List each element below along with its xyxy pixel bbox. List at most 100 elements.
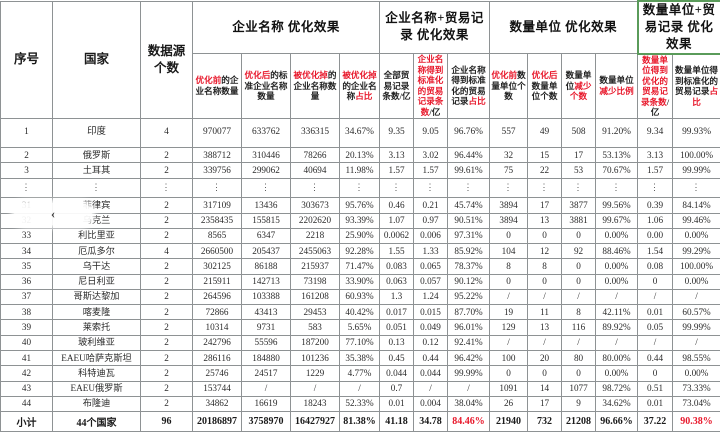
table-cell[interactable]: 1.24 (413, 288, 449, 306)
table-cell[interactable]: 90.12% (447, 273, 491, 290)
table-cell[interactable]: 53.13% (595, 147, 639, 164)
table-cell[interactable]: 2 (140, 395, 193, 413)
table-cell[interactable]: / (595, 334, 639, 352)
table-row[interactable]: 36 尼日利亚 2 215911 142713 73198 33.90% 0.063 0.057… (0, 273, 720, 290)
table-cell[interactable]: 0.00% (672, 365, 720, 382)
table-cell[interactable]: 喀麦隆 (52, 304, 141, 321)
table-cell[interactable]: 0.01 (637, 304, 674, 321)
table-cell[interactable]: 60.57% (672, 304, 720, 321)
table-cell[interactable]: ⋮ (637, 177, 674, 199)
table-cell[interactable]: 33.90% (338, 273, 381, 290)
table-cell[interactable]: 2 (140, 258, 193, 275)
table-cell[interactable]: ⋮ (672, 177, 720, 199)
table-cell[interactable]: / (637, 288, 674, 306)
table-cell[interactable]: 96.76% (447, 117, 491, 149)
table-cell[interactable]: 34 (0, 243, 53, 260)
table-cell[interactable]: 88.46% (595, 243, 639, 260)
table-cell[interactable]: 40.42% (338, 304, 381, 321)
table-row-ellipsis[interactable]: ⋮ ⋮ ⋮ ⋮ ⋮ ⋮ ⋮ ⋮ ⋮ ⋮ ⋮ ⋮ ⋮ ⋮ ⋮ ⋮ (0, 177, 720, 199)
table-cell[interactable]: 70.67% (595, 162, 639, 179)
table-cell[interactable]: 77.10% (338, 334, 381, 352)
table-row[interactable]: 32 乌克兰 2 2358435 155815 2202620 93.39% 1.07 0.97… (0, 212, 720, 229)
table-cell[interactable]: 303673 (290, 197, 340, 214)
table-cell[interactable]: 89.92% (595, 319, 639, 336)
table-cell[interactable]: 93.39% (338, 212, 381, 229)
table-cell[interactable]: 13 (527, 319, 563, 336)
table-cell[interactable]: 87.70% (447, 304, 491, 321)
table-cell[interactable]: ⋮ (0, 177, 53, 199)
table-cell[interactable]: 38 (0, 304, 53, 321)
table-cell[interactable]: 1229 (290, 365, 340, 382)
table-cell[interactable]: 3.02 (413, 147, 449, 164)
table-cell[interactable]: 13436 (241, 197, 291, 214)
table-cell[interactable]: 302125 (192, 258, 242, 275)
table-cell[interactable]: 2 (140, 350, 193, 367)
table-cell[interactable]: ⋮ (413, 177, 449, 199)
table-cell[interactable]: ⋮ (338, 177, 381, 199)
table-row[interactable]: 35 乌干达 2 302125 86188 215937 71.47% 0.083 0.065 7… (0, 258, 720, 275)
table-cell[interactable]: 99.67% (595, 212, 639, 229)
table-cell[interactable]: 0.7 (379, 380, 415, 397)
table-cell[interactable]: 41.18 (379, 411, 415, 432)
table-cell[interactable]: 0 (561, 258, 597, 275)
table-row[interactable]: 37 哥斯达黎加 2 264596 103388 161208 60.93% 1.3 1.24 9… (0, 288, 720, 306)
table-cell[interactable]: 布隆迪 (52, 395, 141, 413)
table-cell[interactable]: 99.56% (595, 197, 639, 214)
table-cell[interactable]: 0.065 (413, 258, 449, 275)
table-cell[interactable]: 34862 (192, 395, 242, 413)
table-cell[interactable]: 2 (140, 288, 193, 306)
table-cell[interactable]: 0 (561, 227, 597, 245)
table-cell[interactable]: 2455063 (290, 243, 340, 260)
table-cell[interactable]: 0.00% (595, 273, 639, 290)
table-cell[interactable]: / (489, 334, 529, 352)
table-cell[interactable]: / (672, 288, 720, 306)
table-cell[interactable]: 0 (637, 365, 674, 382)
table-cell[interactable]: 96.42% (447, 350, 491, 367)
table-cell[interactable]: 3758970 (241, 411, 291, 432)
table-cell[interactable]: 厄瓜多尔 (52, 243, 141, 260)
table-cell[interactable]: 104 (489, 243, 529, 260)
table-cell[interactable]: 0.00% (672, 227, 720, 245)
table-cell[interactable]: 98.72% (595, 380, 639, 397)
table-cell[interactable]: 2 (140, 227, 193, 245)
table-cell[interactable]: 8 (561, 304, 597, 321)
table-cell[interactable]: 43413 (241, 304, 291, 321)
table-cell[interactable]: 86188 (241, 258, 291, 275)
table-cell[interactable]: 0 (637, 273, 674, 290)
table-cell[interactable]: 33 (0, 227, 53, 245)
table-cell[interactable]: 17 (527, 197, 563, 214)
table-cell[interactable]: / (527, 288, 563, 306)
table-cell[interactable]: 14 (527, 380, 563, 397)
table-cell[interactable]: 1 (0, 117, 53, 149)
table-cell[interactable]: 557 (489, 117, 529, 149)
table-row[interactable]: 42 科特迪瓦 2 25746 24517 1229 4.77% 0.044 0.044 99.9… (0, 365, 720, 382)
table-cell[interactable]: 317109 (192, 197, 242, 214)
table-cell[interactable]: 35 (0, 258, 53, 275)
table-cell[interactable]: 85.92% (447, 243, 491, 260)
table-cell[interactable]: 9.35 (379, 117, 415, 149)
table-cell[interactable]: 2 (140, 319, 193, 336)
table-cell[interactable]: 264596 (192, 288, 242, 306)
table-cell[interactable]: 1.07 (379, 212, 415, 229)
table-cell[interactable]: 0.00% (672, 273, 720, 290)
table-cell[interactable]: 92.28% (338, 243, 381, 260)
table-cell[interactable]: 72866 (192, 304, 242, 321)
table-cell[interactable]: 184880 (241, 350, 291, 367)
table-cell[interactable]: / (290, 380, 340, 397)
table-cell[interactable]: 4.77% (338, 365, 381, 382)
table-cell[interactable]: / (637, 334, 674, 352)
table-cell[interactable]: 9.34 (637, 117, 674, 149)
table-cell[interactable]: ⋮ (290, 177, 340, 199)
table-cell[interactable]: 0.08 (637, 258, 674, 275)
table-cell[interactable]: 2358435 (192, 212, 242, 229)
table-cell[interactable]: 53 (561, 162, 597, 179)
table-cell[interactable]: 95.22% (447, 288, 491, 306)
table-cell[interactable]: 80 (561, 350, 597, 367)
table-cell[interactable]: 0.006 (413, 227, 449, 245)
table-row[interactable]: 38 喀麦隆 2 72866 43413 29453 40.42% 0.017 0.015 87.… (0, 304, 720, 321)
table-cell[interactable]: 土耳其 (52, 162, 141, 179)
table-cell[interactable]: 8 (489, 258, 529, 275)
table-cell[interactable]: 2 (140, 334, 193, 352)
table-cell[interactable]: 55596 (241, 334, 291, 352)
table-cell[interactable]: 0.051 (379, 319, 415, 336)
